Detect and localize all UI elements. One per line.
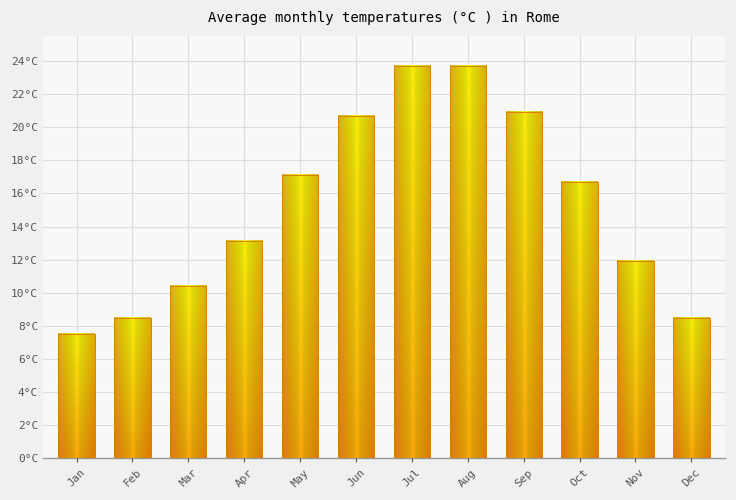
Bar <box>506 112 542 459</box>
Bar <box>170 286 207 458</box>
Bar <box>114 318 151 458</box>
Bar <box>394 66 430 458</box>
Title: Average monthly temperatures (°C ) in Rome: Average monthly temperatures (°C ) in Ro… <box>208 11 560 25</box>
Bar <box>673 318 710 458</box>
Bar <box>226 242 262 458</box>
Bar <box>226 242 262 458</box>
Bar <box>618 262 654 458</box>
Bar <box>618 262 654 458</box>
Bar <box>282 175 318 459</box>
Bar <box>58 334 95 458</box>
Bar <box>506 112 542 459</box>
Bar <box>673 318 710 458</box>
Bar <box>450 66 486 458</box>
Bar <box>114 318 151 458</box>
Bar <box>562 182 598 458</box>
Bar <box>282 175 318 459</box>
Bar <box>394 66 430 458</box>
Bar <box>450 66 486 458</box>
Bar <box>170 286 207 458</box>
Bar <box>58 334 95 458</box>
Bar <box>562 182 598 458</box>
Bar <box>338 116 374 458</box>
Bar <box>338 116 374 458</box>
